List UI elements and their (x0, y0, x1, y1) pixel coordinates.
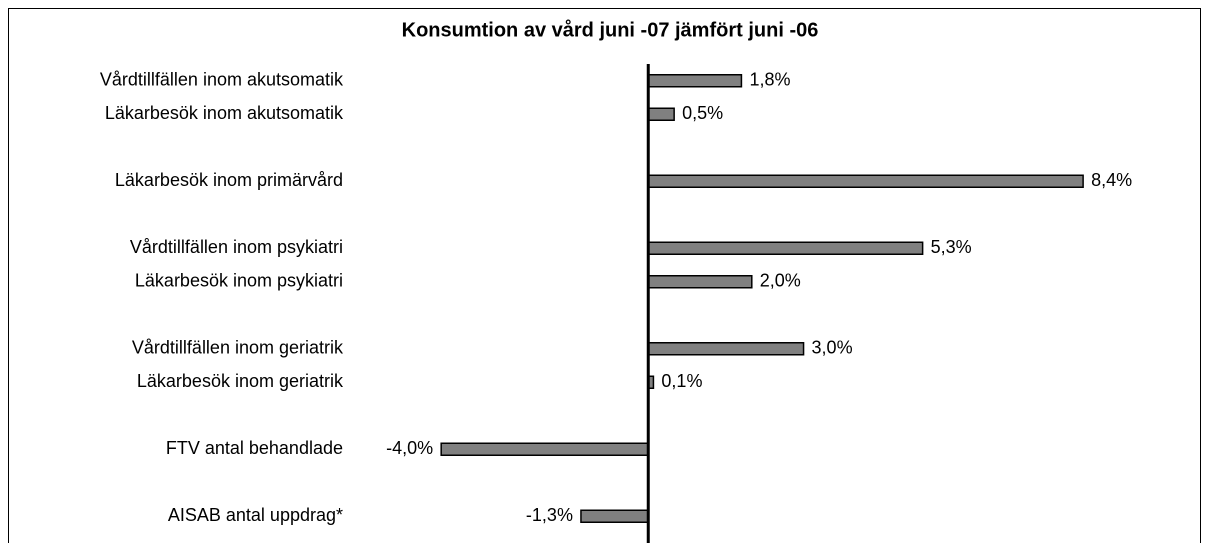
data-label: -1,3% (526, 505, 573, 525)
y-tick-label: Vårdtillfällen inom akutsomatik (100, 70, 344, 90)
bar (647, 241, 924, 255)
data-label: 3,0% (812, 338, 853, 358)
bar (580, 509, 650, 523)
data-label: 5,3% (931, 237, 972, 257)
bar (647, 174, 1084, 188)
data-label: 8,4% (1091, 170, 1132, 190)
bar (647, 107, 675, 121)
y-tick-label: Vårdtillfällen inom psykiatri (130, 237, 343, 257)
y-tick-label: Vårdtillfällen inom geriatrik (132, 338, 344, 358)
data-label: 2,0% (760, 271, 801, 291)
data-label: 0,1% (661, 371, 702, 391)
data-label: 1,8% (749, 70, 790, 90)
y-tick-label: Läkarbesök inom akutsomatik (105, 103, 344, 123)
bar (647, 342, 805, 356)
y-tick-label: FTV antal behandlade (166, 438, 343, 458)
data-label: -4,0% (386, 438, 433, 458)
data-label: 0,5% (682, 103, 723, 123)
y-tick-label: Läkarbesök inom primärvård (115, 170, 343, 190)
chart-title: Konsumtion av vård juni -07 jämfört juni… (402, 18, 819, 41)
bar (440, 442, 650, 456)
bar (647, 275, 753, 289)
y-tick-label: Läkarbesök inom geriatrik (137, 371, 344, 391)
bar (647, 74, 743, 88)
y-tick-label: Läkarbesök inom psykiatri (135, 271, 343, 291)
y-tick-label: AISAB antal uppdrag* (168, 505, 343, 525)
